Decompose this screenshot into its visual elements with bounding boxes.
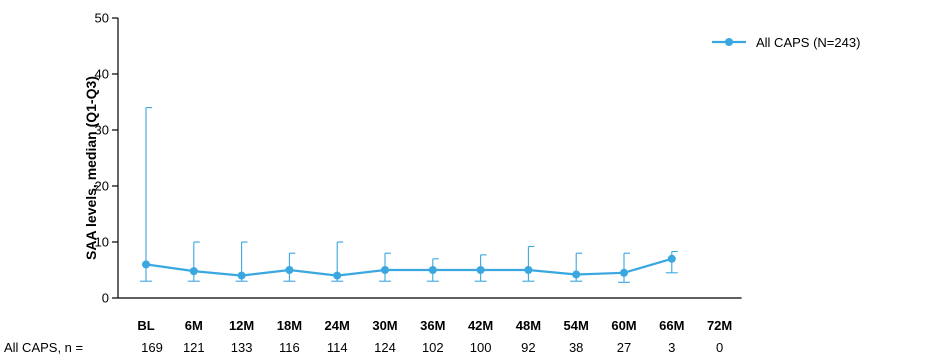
- n-row: All CAPS, n = 169 121 133 116 114 124 102 100 92 3…: [4, 340, 723, 355]
- n-row-value: 100: [470, 340, 492, 355]
- n-row-value: 0: [716, 340, 723, 355]
- n-row-value: 114: [327, 340, 348, 355]
- data-point: [189, 267, 198, 276]
- y-tick-label: 0: [102, 291, 109, 306]
- series-layer: [140, 107, 678, 283]
- n-row-value: 102: [422, 340, 444, 355]
- x-category-label: 18M: [277, 318, 302, 333]
- data-point: [237, 271, 246, 280]
- x-category-label: 48M: [516, 318, 541, 333]
- data-point: [476, 266, 485, 274]
- data-point: [667, 254, 676, 263]
- category-labels: BL 6M 12M 18M 24M 30M 36M 42M 48M 54M 60M 66M 72M: [137, 318, 732, 333]
- n-row-value: 124: [374, 340, 396, 355]
- x-category-label: 72M: [707, 318, 732, 333]
- n-row-value: 121: [183, 340, 205, 355]
- x-category-label: 30M: [372, 318, 397, 333]
- n-row-value: 92: [521, 340, 535, 355]
- legend: All CAPS (N=243): [712, 35, 860, 50]
- n-row-value: 169: [141, 340, 163, 355]
- data-point: [620, 268, 628, 277]
- n-row-value: 27: [617, 340, 631, 355]
- legend-marker-icon: [725, 38, 733, 46]
- y-tick-label: 30: [95, 123, 109, 138]
- x-category-label: 6M: [185, 318, 203, 333]
- x-category-label: 54M: [564, 318, 589, 333]
- n-row-value: 38: [569, 340, 583, 355]
- n-row-value: 133: [231, 340, 253, 355]
- y-tick-label: 50: [95, 11, 109, 26]
- data-point: [428, 266, 437, 274]
- axes: 0 10 20 30 40 50: [95, 11, 742, 306]
- x-category-label: 66M: [659, 318, 684, 333]
- x-category-label: 36M: [420, 318, 445, 333]
- y-tick-label: 40: [95, 67, 109, 82]
- data-point: [333, 271, 342, 280]
- series-line: [145, 257, 673, 277]
- y-tick-label: 20: [95, 179, 109, 194]
- n-row-label: All CAPS, n =: [4, 340, 83, 355]
- x-category-label: BL: [137, 318, 154, 333]
- n-row-value: 3: [668, 340, 675, 355]
- x-category-label: 12M: [229, 318, 254, 333]
- data-point: [142, 260, 150, 269]
- data-point: [572, 270, 581, 279]
- n-row-value: 116: [279, 340, 300, 355]
- data-point: [381, 266, 389, 274]
- legend-label: All CAPS (N=243): [756, 35, 860, 50]
- y-tick-label: 10: [95, 235, 109, 250]
- data-point: [524, 266, 533, 274]
- x-category-label: 60M: [611, 318, 636, 333]
- y-axis-label: SAA levels, median (Q1-Q3): [83, 76, 99, 260]
- x-category-label: 42M: [468, 318, 493, 333]
- data-point: [285, 266, 294, 274]
- x-category-label: 24M: [325, 318, 350, 333]
